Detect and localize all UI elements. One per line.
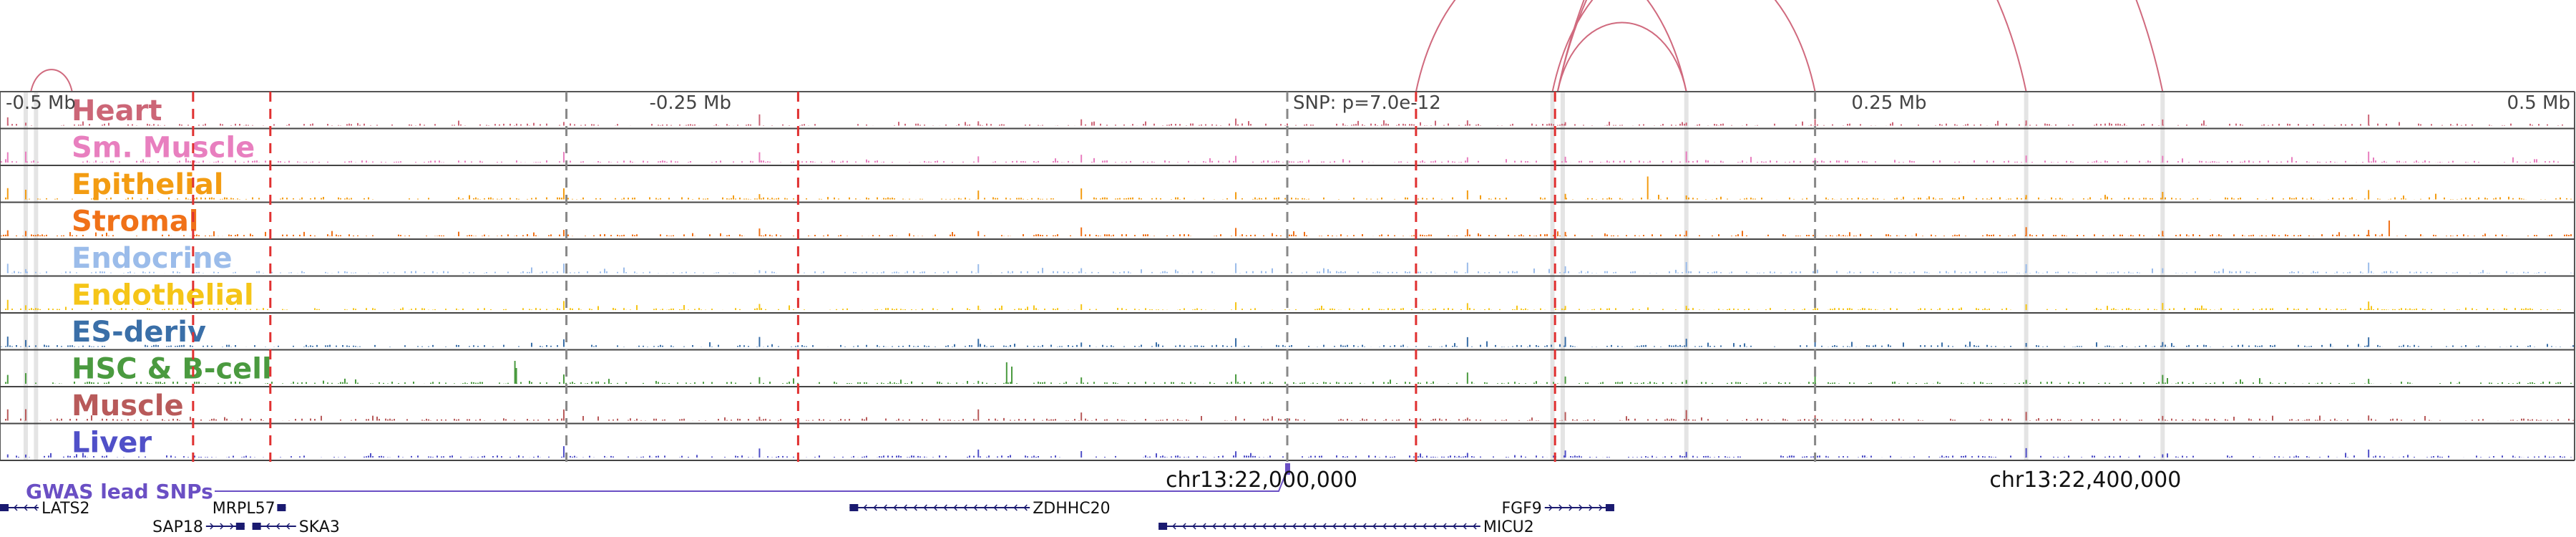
signal xyxy=(1,336,2574,347)
track-endocrine: Endocrine xyxy=(0,242,2575,277)
loop-arc xyxy=(1556,21,1687,92)
track-label: Endothelial xyxy=(72,279,254,312)
gene-exon xyxy=(1605,504,1614,511)
gene-sap18: SAP18 xyxy=(152,518,245,536)
loop-arc xyxy=(1556,0,2027,92)
signal xyxy=(6,114,2563,126)
track-label: Liver xyxy=(72,427,152,460)
gwas-snp-mark xyxy=(1285,463,1290,475)
gene-label: ZDHHC20 xyxy=(1033,500,1110,518)
gwas-label: GWAS lead SNPs xyxy=(26,480,213,503)
gene-exon xyxy=(849,504,859,511)
signal xyxy=(5,409,2574,421)
chromosome-coordinates: chr13:22,000,000 chr13:22,400,000 xyxy=(1166,468,2181,493)
axis-tick-label: 0.25 Mb xyxy=(1851,92,1926,114)
track-endothelial: Endothelial xyxy=(0,279,2575,314)
track-label: Muscle xyxy=(72,390,184,422)
gene-exon xyxy=(252,523,261,530)
gene-label: SKA3 xyxy=(299,518,340,536)
gene-label: LATS2 xyxy=(42,500,90,518)
gene-strand-arrows xyxy=(210,523,244,530)
chromatin-loop-arcs xyxy=(30,0,2164,92)
gwas-connector xyxy=(215,473,1287,492)
axis-tick-label: -0.5 Mb xyxy=(6,92,76,114)
gene-lats2: LATS2 xyxy=(0,500,89,518)
signal xyxy=(5,299,2561,310)
axis-tick-label: SNP: p=7.0e-12 xyxy=(1293,92,1441,114)
track-label: Sm. Muscle xyxy=(72,132,255,165)
gwas-track: GWAS lead SNPs xyxy=(26,463,1290,503)
signal xyxy=(3,361,2572,384)
signal xyxy=(6,261,2574,274)
loop-arc xyxy=(1556,0,2164,92)
signal xyxy=(1,151,2574,163)
gene-exon xyxy=(235,523,245,530)
track-hsc-b-cell: HSC & B-cell xyxy=(0,353,2575,387)
chromosome-coordinate: chr13:22,000,000 xyxy=(1166,468,1357,493)
gene-fgf9: FGF9 xyxy=(1501,500,1614,518)
track-label: HSC & B-cell xyxy=(72,353,272,386)
axis-tick-label: -0.25 Mb xyxy=(650,92,731,114)
gene-ska3: SKA3 xyxy=(252,518,340,536)
track-label: ES-deriv xyxy=(72,316,206,349)
gene-label: SAP18 xyxy=(152,518,203,536)
loop-arc xyxy=(30,69,73,92)
gene-exon xyxy=(0,504,9,511)
track-label: Epithelial xyxy=(72,168,224,201)
gene-zdhhc20: ZDHHC20 xyxy=(849,500,1111,518)
signal xyxy=(6,446,2572,458)
gene-strand-arrows xyxy=(1548,504,1613,511)
chromosome-coordinate: chr13:22,400,000 xyxy=(1989,468,2181,493)
loop-arc xyxy=(1415,0,1687,92)
track-label: Stromal xyxy=(72,205,199,238)
gene-mrpl57: MRPL57 xyxy=(213,500,286,518)
gene-exon xyxy=(1158,523,1168,530)
gene-label: MRPL57 xyxy=(213,500,275,518)
track-label: Endocrine xyxy=(72,242,233,275)
gene-exon xyxy=(277,504,286,511)
signal xyxy=(5,176,2572,200)
position-axis: -0.5 Mb -0.25 Mb SNP: p=7.0e-12 0.25 Mb 0.5 … xyxy=(6,92,2570,114)
signal xyxy=(1,221,2572,236)
track-label: Heart xyxy=(72,95,162,127)
axis-tick-label: 0.5 Mb xyxy=(2507,92,2570,114)
gene-micu2: MICU2 xyxy=(1158,518,1534,536)
gene-label: FGF9 xyxy=(1501,500,1541,518)
gene-label: MICU2 xyxy=(1483,518,1534,536)
